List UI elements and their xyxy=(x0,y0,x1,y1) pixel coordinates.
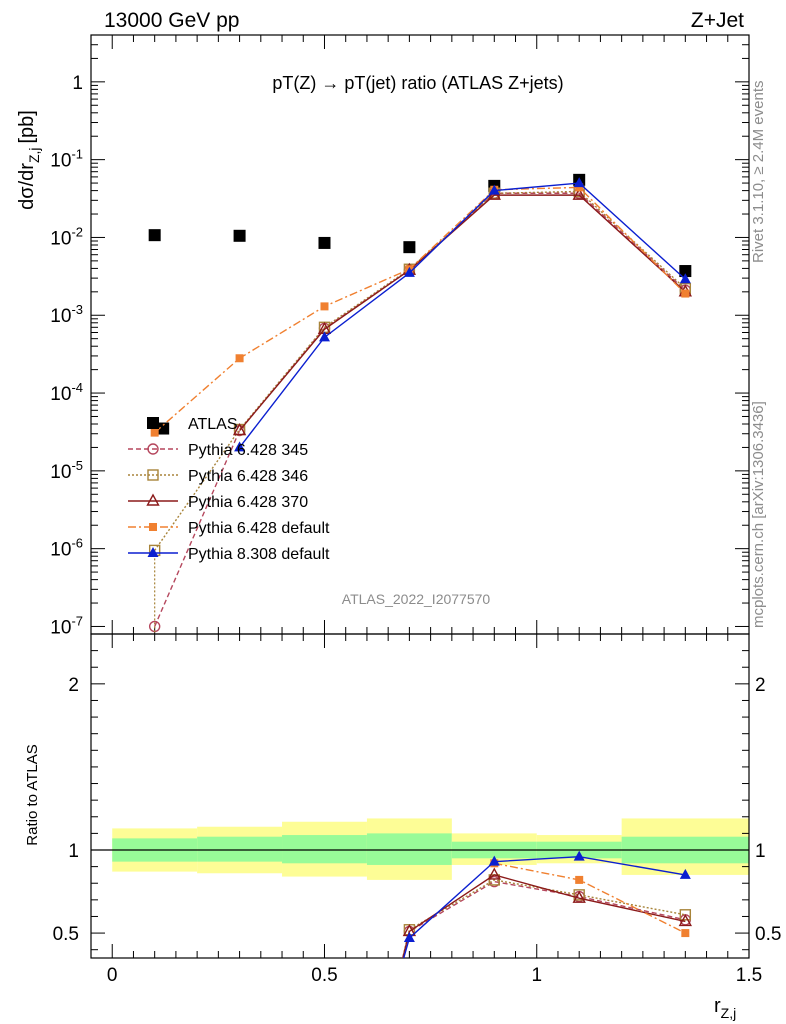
legend-label: Pythia 6.428 345 xyxy=(188,442,308,459)
atlas-data-point xyxy=(157,422,170,435)
main-series-point xyxy=(573,177,585,188)
legend-marker xyxy=(147,443,159,455)
atlas-data-point xyxy=(148,229,161,242)
main-y-tick-label: 10-7 xyxy=(50,613,83,638)
main-series-point xyxy=(320,302,329,311)
ratio-series-point xyxy=(679,909,692,921)
band-inner xyxy=(197,836,283,862)
x-tick-label: 1 xyxy=(531,965,542,986)
plot-title: pT(Z) → pT(jet) ratio (ATLAS Z+jets) xyxy=(272,73,563,93)
legend: ATLAS Pythia 6.428 345 Pythia 6.428 346 Pyt… xyxy=(128,416,330,563)
watermark: ATLAS_2022_I2077570 xyxy=(342,591,491,607)
band-inner xyxy=(366,833,452,865)
main-y-label-sub: Z,j xyxy=(26,147,42,163)
rivet-label: Rivet 3.1.10, ≥ 2.4M events xyxy=(750,81,767,264)
ratio-series-point xyxy=(572,890,586,903)
main-y-tick-label: 10-1 xyxy=(50,147,83,172)
mcplots-label: mcplots.cern.ch [arXiv:1306.3436] xyxy=(750,401,767,628)
header-right: Z+Jet xyxy=(691,9,744,32)
main-y-label-unit: [pb] xyxy=(16,110,38,143)
main-series-point xyxy=(232,423,247,436)
legend-marker xyxy=(146,493,160,506)
ratio-y-tick-label: 0.5 xyxy=(53,924,79,945)
main-y-tick-label: 10-3 xyxy=(50,302,83,327)
ratio-series-point xyxy=(679,868,691,879)
ratio-y-axis-label: Ratio to ATLAS xyxy=(24,744,41,845)
main-panel: 10-7 10-6 10-5 10-4 10-3 10-2 10-1 1 xyxy=(50,34,750,638)
ratio-data xyxy=(401,850,693,958)
ratio-series-point xyxy=(403,932,415,943)
ratio-y-tick-label-right: 1 xyxy=(755,841,766,862)
ratio-series-point xyxy=(573,889,585,901)
ratio-series-point xyxy=(681,929,690,938)
x-tick-label: 0 xyxy=(107,965,118,986)
legend-label: Pythia 6.428 346 xyxy=(188,468,308,485)
main-y-tick-label: 1 xyxy=(72,73,83,94)
legend-marker xyxy=(149,523,157,531)
svg-text:dσ/drZ,j[pb]: dσ/drZ,j [pb] xyxy=(16,110,42,210)
main-series-point xyxy=(572,187,586,200)
main-series-point xyxy=(679,273,691,284)
ratio-y-tick-label: 1 xyxy=(68,841,79,862)
x-tick-label: 0.5 xyxy=(311,965,337,986)
ratio-bands xyxy=(112,818,749,880)
ratio-y-tick-label-right: 0.5 xyxy=(755,924,781,945)
atlas-data-point xyxy=(233,229,246,242)
ratio-series-point xyxy=(487,867,501,880)
band-inner xyxy=(282,835,367,864)
x-axis-label: rZ,j xyxy=(714,995,736,1021)
header-left: 13000 GeV pp xyxy=(104,9,239,32)
main-series-line xyxy=(239,182,686,448)
ratio-panel: 0.5 0.5 1 1 2 2 0 0.5 1 1.5 xyxy=(53,633,781,986)
main-series-point xyxy=(235,354,244,363)
ratio-frame xyxy=(90,633,750,959)
legend-marker xyxy=(147,547,159,557)
main-series-point xyxy=(150,428,159,437)
legend-label: Pythia 8.308 default xyxy=(188,546,330,563)
main-series-point xyxy=(234,441,246,452)
legend-label: Pythia 6.428 default xyxy=(188,520,330,537)
main-y-tick-label: 10-6 xyxy=(50,536,83,561)
main-y-axis-label: dσ/drZ,j [pb] xyxy=(16,110,42,210)
ratio-series-point xyxy=(488,855,500,866)
atlas-data-point xyxy=(403,241,416,254)
ratio-y-tick-label-right: 2 xyxy=(755,675,766,696)
ratio-series-point xyxy=(573,850,585,861)
main-data xyxy=(148,173,693,634)
main-series-point xyxy=(575,183,584,192)
legend-label: Pythia 6.428 370 xyxy=(188,494,308,511)
main-y-tick-label: 10-5 xyxy=(50,458,83,483)
x-tick-label: 1.5 xyxy=(736,965,762,986)
main-series-point xyxy=(318,331,330,342)
legend-marker-atlas xyxy=(147,417,159,429)
main-y-label-main: dσ/dr xyxy=(16,163,38,210)
main-y-tick-label: 10-4 xyxy=(50,380,83,405)
legend-marker xyxy=(147,469,159,481)
ratio-series-point xyxy=(678,913,693,927)
ratio-y-tick-label: 2 xyxy=(68,675,79,696)
atlas-data-point xyxy=(318,236,331,249)
ratio-series-point xyxy=(575,875,584,884)
main-y-tick-label: 10-2 xyxy=(50,224,83,249)
main-series-point xyxy=(403,266,415,277)
main-series-line xyxy=(239,194,686,431)
main-series-point xyxy=(681,289,690,298)
main-series-line xyxy=(154,186,686,434)
main-series-point xyxy=(488,184,500,195)
atlas-data-point xyxy=(679,265,692,278)
ratio-series-line xyxy=(402,874,686,958)
legend-label: ATLAS xyxy=(188,416,238,433)
